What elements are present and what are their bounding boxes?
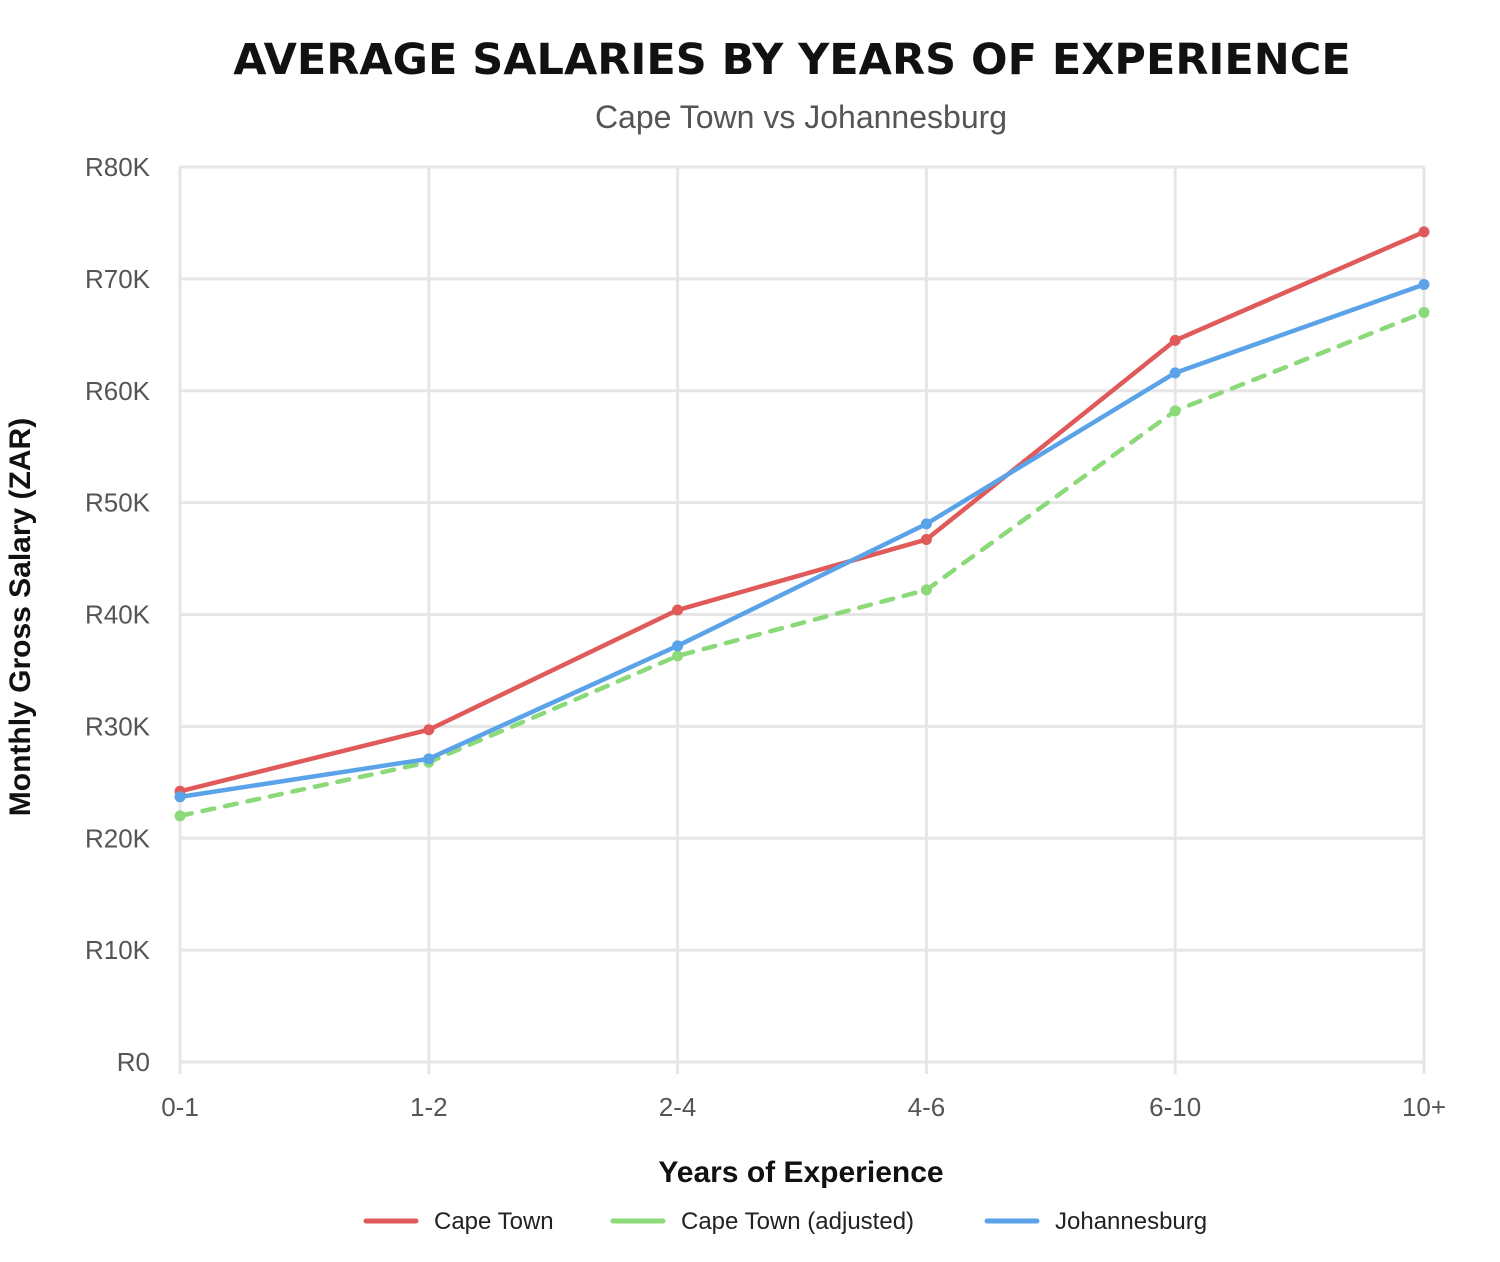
data-point bbox=[1169, 405, 1181, 417]
chart-subtitle: Cape Town vs Johannesburg bbox=[595, 99, 1007, 135]
legend-item: Johannesburg bbox=[984, 1208, 1207, 1235]
y-tick-label: R0 bbox=[117, 1047, 150, 1077]
data-point bbox=[423, 753, 435, 765]
x-axis-title: Years of Experience bbox=[658, 1156, 943, 1189]
y-tick-label: R20K bbox=[85, 823, 151, 853]
legend-label: Cape Town bbox=[434, 1208, 554, 1235]
grid-lines bbox=[178, 165, 1426, 1074]
legend-item: Cape Town bbox=[363, 1208, 554, 1235]
data-point bbox=[672, 640, 684, 652]
data-point bbox=[1418, 306, 1430, 318]
x-tick-label: 10+ bbox=[1402, 1092, 1446, 1122]
x-tick-label: 6-10 bbox=[1149, 1092, 1201, 1122]
data-point bbox=[672, 604, 684, 616]
data-point bbox=[1418, 278, 1430, 290]
x-tick-label: 0-1 bbox=[161, 1092, 199, 1122]
y-tick-label: R10K bbox=[85, 935, 151, 965]
y-tick-label: R40K bbox=[85, 600, 151, 630]
y-tick-label: R80K bbox=[85, 152, 151, 182]
data-point bbox=[920, 518, 932, 530]
x-tick-label: 1-2 bbox=[410, 1092, 448, 1122]
x-tick-label: 2-4 bbox=[659, 1092, 697, 1122]
data-point bbox=[1418, 226, 1430, 238]
y-tick-label: R60K bbox=[85, 376, 151, 406]
series-line bbox=[177, 310, 1427, 819]
legend-item: Cape Town (adjusted) bbox=[610, 1208, 914, 1235]
data-point bbox=[920, 584, 932, 596]
x-axis-ticks: 0-1 1-2 2-4 4-6 6-10 10+ bbox=[161, 1092, 1446, 1122]
y-axis-ticks: R0 R10K R20K R30K R40K R50K R60K R70K R80K bbox=[85, 152, 151, 1077]
series-line bbox=[177, 229, 1427, 794]
y-axis-title: Monthly Gross Salary (ZAR) bbox=[4, 418, 37, 816]
y-tick-label: R50K bbox=[85, 488, 151, 518]
legend-label: Johannesburg bbox=[1055, 1208, 1207, 1235]
chart-title: AVERAGE SALARIES BY YEARS OF EXPERIENCE bbox=[233, 35, 1350, 85]
data-point bbox=[920, 534, 932, 546]
y-tick-label: R30K bbox=[85, 711, 151, 741]
series-lines bbox=[174, 226, 1430, 822]
data-point bbox=[672, 650, 684, 662]
data-point bbox=[174, 810, 186, 822]
series-johannesburg bbox=[174, 278, 1430, 803]
legend: Cape Town Cape Town (adjusted) Johannesbur… bbox=[363, 1208, 1207, 1235]
series-line bbox=[177, 282, 1427, 800]
data-point bbox=[174, 791, 186, 803]
data-point bbox=[1169, 367, 1181, 379]
data-point bbox=[423, 724, 435, 736]
x-tick-label: 4-6 bbox=[908, 1092, 946, 1122]
data-point bbox=[1169, 334, 1181, 346]
y-tick-label: R70K bbox=[85, 264, 151, 294]
legend-label: Cape Town (adjusted) bbox=[681, 1208, 914, 1235]
series-cape-town bbox=[174, 226, 1430, 797]
